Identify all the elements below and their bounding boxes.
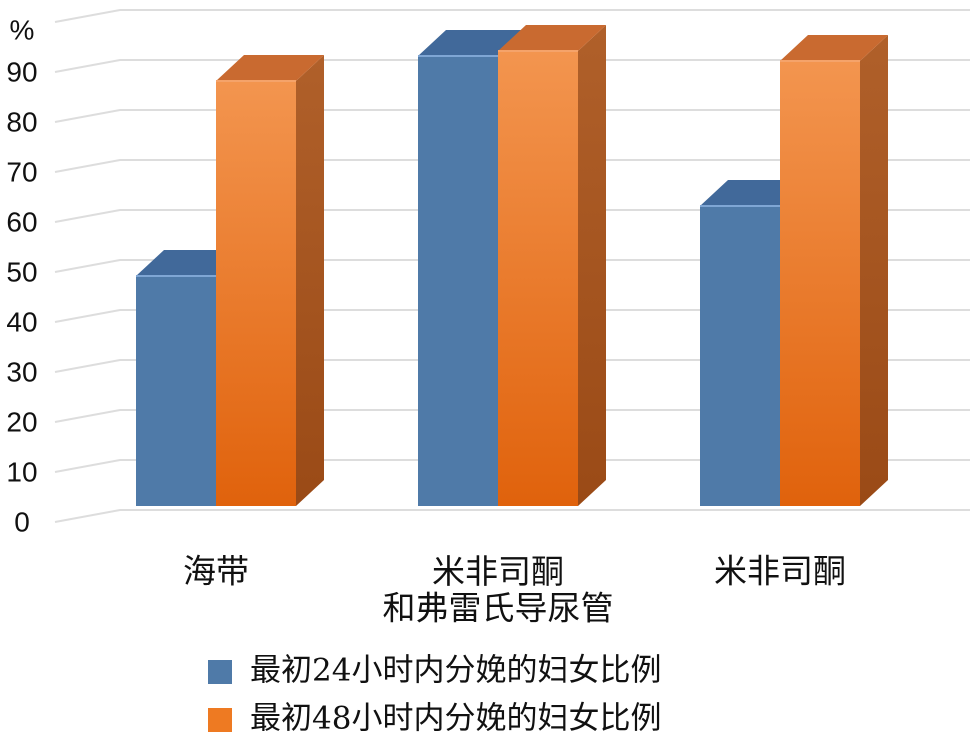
bar-side bbox=[860, 35, 888, 506]
legend-swatch bbox=[208, 708, 232, 732]
bar bbox=[216, 81, 296, 506]
bar-top bbox=[418, 30, 526, 56]
y-tick-label: 90 bbox=[6, 56, 37, 87]
grid-line bbox=[54, 409, 970, 423]
grid-line bbox=[54, 109, 970, 123]
y-tick-label: 20 bbox=[6, 406, 37, 437]
bar-top bbox=[216, 55, 324, 81]
bar bbox=[418, 56, 498, 506]
bar-top bbox=[780, 35, 888, 61]
grid-line bbox=[54, 509, 970, 523]
x-tick-label: 米非司酮 bbox=[714, 552, 846, 591]
grid-line bbox=[54, 259, 970, 273]
grid-line bbox=[54, 159, 970, 173]
bar bbox=[780, 61, 860, 506]
bar bbox=[498, 51, 578, 506]
bar bbox=[136, 276, 216, 506]
y-tick-label: 70 bbox=[6, 156, 37, 187]
y-tick-label: 40 bbox=[6, 306, 37, 337]
y-axis-label: % bbox=[10, 14, 35, 45]
legend-label: 最初24小时内分娩的妇女比例 bbox=[250, 653, 661, 689]
y-tick-label: 60 bbox=[6, 206, 37, 237]
grid-line bbox=[54, 209, 970, 223]
bar-side bbox=[578, 25, 606, 506]
y-tick-label: 0 bbox=[14, 506, 30, 537]
legend-label: 最初48小时内分娩的妇女比例 bbox=[250, 701, 661, 737]
y-tick-label: 30 bbox=[6, 356, 37, 387]
grid-line bbox=[54, 309, 970, 323]
legend-swatch bbox=[208, 660, 232, 684]
bar-side bbox=[296, 55, 324, 506]
y-tick-label: 10 bbox=[6, 456, 37, 487]
grid-line bbox=[54, 359, 970, 373]
bar-top bbox=[498, 25, 606, 51]
grid-line bbox=[54, 459, 970, 473]
bar bbox=[700, 206, 780, 506]
y-tick-label: 80 bbox=[6, 106, 37, 137]
grid-line bbox=[54, 59, 970, 73]
x-tick-label: 米非司酮和弗雷氏导尿管 bbox=[383, 552, 614, 627]
x-tick-label: 海带 bbox=[183, 552, 249, 591]
y-tick-label: 50 bbox=[6, 256, 37, 287]
grid-line bbox=[54, 9, 970, 23]
